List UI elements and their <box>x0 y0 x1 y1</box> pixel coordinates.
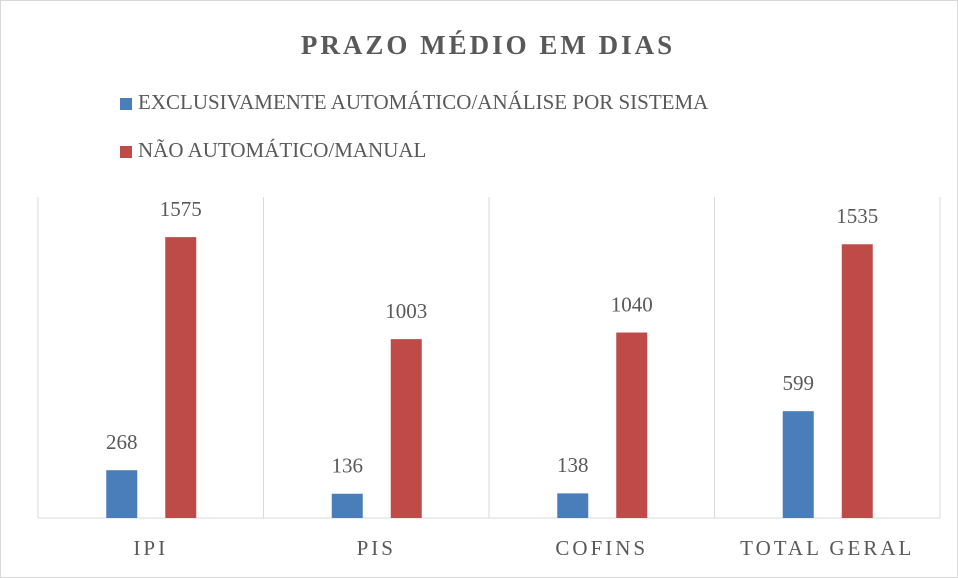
legend-label: EXCLUSIVAMENTE AUTOMÁTICO/ANÁLISE POR SI… <box>138 90 709 114</box>
x-tick-label: TOTAL GERAL <box>740 536 914 560</box>
bar <box>841 244 873 518</box>
bar <box>782 411 814 518</box>
legend-label: NÃO AUTOMÁTICO/MANUAL <box>138 138 426 162</box>
x-tick-label: IPI <box>133 536 168 560</box>
data-label: 1535 <box>836 204 878 228</box>
bar <box>390 339 422 518</box>
x-tick-label: PIS <box>357 536 396 560</box>
x-tick-label: COFINS <box>555 536 648 560</box>
bar <box>557 493 589 518</box>
data-label: 1040 <box>611 292 653 316</box>
data-label: 599 <box>783 371 815 395</box>
bar <box>616 332 648 518</box>
bar <box>106 470 138 518</box>
legend-swatch <box>120 146 132 158</box>
legend-swatch <box>120 98 132 110</box>
data-label: 1003 <box>385 299 427 323</box>
data-label: 1575 <box>160 197 202 221</box>
chart-title: PRAZO MÉDIO EM DIAS <box>301 30 675 60</box>
bar <box>331 493 363 518</box>
bar <box>165 237 197 518</box>
data-label: 138 <box>557 453 589 477</box>
data-label: 268 <box>106 430 138 454</box>
data-label: 136 <box>332 454 364 478</box>
